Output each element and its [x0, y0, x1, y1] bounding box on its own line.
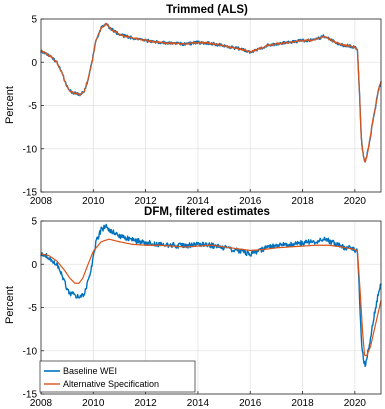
y-tick-label: 0: [31, 58, 37, 69]
y-tick-label: -10: [23, 346, 38, 357]
y-tick-label: -10: [23, 144, 38, 155]
x-tick-label: 2018: [291, 196, 314, 207]
x-tick-label: 2008: [30, 398, 53, 409]
legend: Baseline WEI Alternative Specification: [39, 360, 196, 393]
panel-title: Trimmed (ALS): [166, 4, 248, 16]
series-line-0: [40, 223, 382, 367]
legend-label-baseline: Baseline WEI: [63, 366, 117, 376]
y-tick-label: -15: [23, 390, 38, 401]
panel-title: DFM, filtered estimates: [144, 206, 270, 218]
x-tick-label: 2010: [82, 196, 105, 207]
x-tick-label: 2018: [291, 398, 314, 409]
series-line-1: [40, 238, 382, 357]
x-tick-label: 2012: [134, 398, 157, 409]
legend-label-alternative: Alternative Specification: [63, 379, 159, 389]
y-tick-label: -5: [28, 101, 37, 112]
x-tick-label: 2020: [344, 196, 367, 207]
x-tick-label: 2016: [239, 196, 262, 207]
y-axis-label: Percent: [4, 86, 16, 124]
y-tick-label: 5: [31, 217, 37, 228]
y-tick-label: -5: [28, 303, 37, 314]
x-tick-label: 2020: [344, 398, 367, 409]
legend-box: [39, 360, 196, 393]
y-axis-label: Percent: [4, 286, 16, 324]
trimmed-als-panel: 2008 2010 2012 2014 2016 2018 2020 -15 -10 -5 0 5 T…: [4, 4, 382, 207]
x-tick-label: 2010: [82, 398, 105, 409]
x-tick-label: 2016: [239, 398, 262, 409]
x-tick-label: 2008: [30, 196, 53, 207]
x-tick-label: 2014: [187, 196, 210, 207]
y-tick-label: 5: [31, 15, 37, 26]
x-tick-label: 2012: [134, 196, 157, 207]
y-tick-label: -15: [23, 188, 38, 199]
series-line-1: [40, 22, 382, 163]
x-tick-label: 2014: [187, 398, 210, 409]
y-tick-label: 0: [31, 260, 37, 271]
dfm-filtered-estimates-panel: 2008 2010 2012 2014 2016 2018 2020 -15 -10 -5 0 5 D…: [4, 206, 382, 409]
